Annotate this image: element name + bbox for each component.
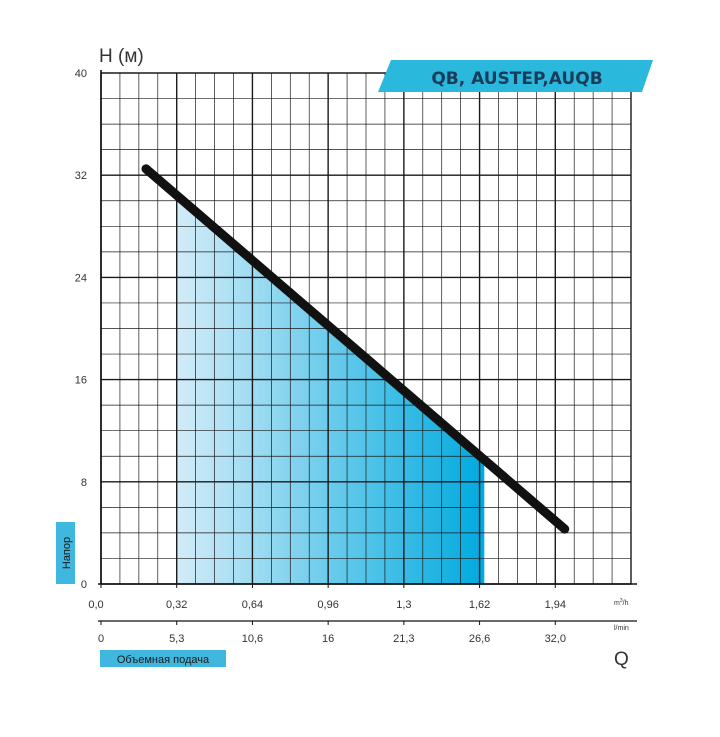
x-tick-label-lmin: 5,3 bbox=[169, 633, 184, 645]
title-badge bbox=[378, 60, 653, 92]
x-tick-label-lmin: 10,6 bbox=[242, 633, 263, 645]
x-tick-label-lmin: 21,3 bbox=[393, 633, 414, 645]
x-axis-title: Q bbox=[614, 649, 629, 670]
chart-title: QB, AUSTEP,AUQB bbox=[431, 69, 602, 89]
y-tick-label: 32 bbox=[75, 170, 87, 182]
y-tick-labels: 0 8 16 24 32 40 bbox=[75, 68, 87, 591]
x-unit-lmin-label: l/min bbox=[614, 625, 629, 632]
x-tick-label-m3h: 1,3 bbox=[396, 599, 411, 611]
x-tick-label-lmin: 16 bbox=[322, 633, 334, 645]
x-tick-labels-m3h: 0,0 0,32 0,64 0,96 1,3 1,62 1,94 bbox=[88, 584, 566, 611]
y-side-label: Напор bbox=[61, 537, 73, 569]
y-tick-label: 24 bbox=[75, 272, 87, 284]
y-tick-label: 16 bbox=[75, 375, 87, 387]
x-tick-label-lmin: 26,6 bbox=[469, 633, 490, 645]
x-side-label-box bbox=[100, 650, 226, 667]
y-tick-label: 40 bbox=[75, 68, 87, 80]
x-tick-label-lmin: 0 bbox=[98, 633, 104, 645]
x-tick-label-m3h: 0,96 bbox=[317, 599, 338, 611]
x-tick-label-m3h: 0,0 bbox=[88, 599, 103, 611]
y-side-label-box bbox=[56, 522, 75, 584]
x-tick-labels-lmin: 0 5,3 10,6 16 21,3 26,6 32,0 bbox=[98, 621, 566, 645]
y-axis-title: H (м) bbox=[99, 46, 144, 67]
x-tick-label-m3h: 0,32 bbox=[166, 599, 187, 611]
x-tick-label-m3h: 0,64 bbox=[242, 599, 263, 611]
minor-grid bbox=[101, 73, 631, 584]
x-tick-label-lmin: 32,0 bbox=[545, 633, 566, 645]
y-tick-label: 0 bbox=[81, 579, 87, 591]
x-side-label: Объемная подача bbox=[117, 654, 210, 666]
x-unit-m3h-label: m3/h bbox=[614, 598, 629, 607]
x-tick-label-m3h: 1,62 bbox=[469, 599, 490, 611]
y-tick-label: 8 bbox=[81, 477, 87, 489]
performance-curve bbox=[141, 164, 570, 534]
working-range-area bbox=[176, 195, 485, 584]
x-tick-label-m3h: 1,94 bbox=[545, 599, 566, 611]
